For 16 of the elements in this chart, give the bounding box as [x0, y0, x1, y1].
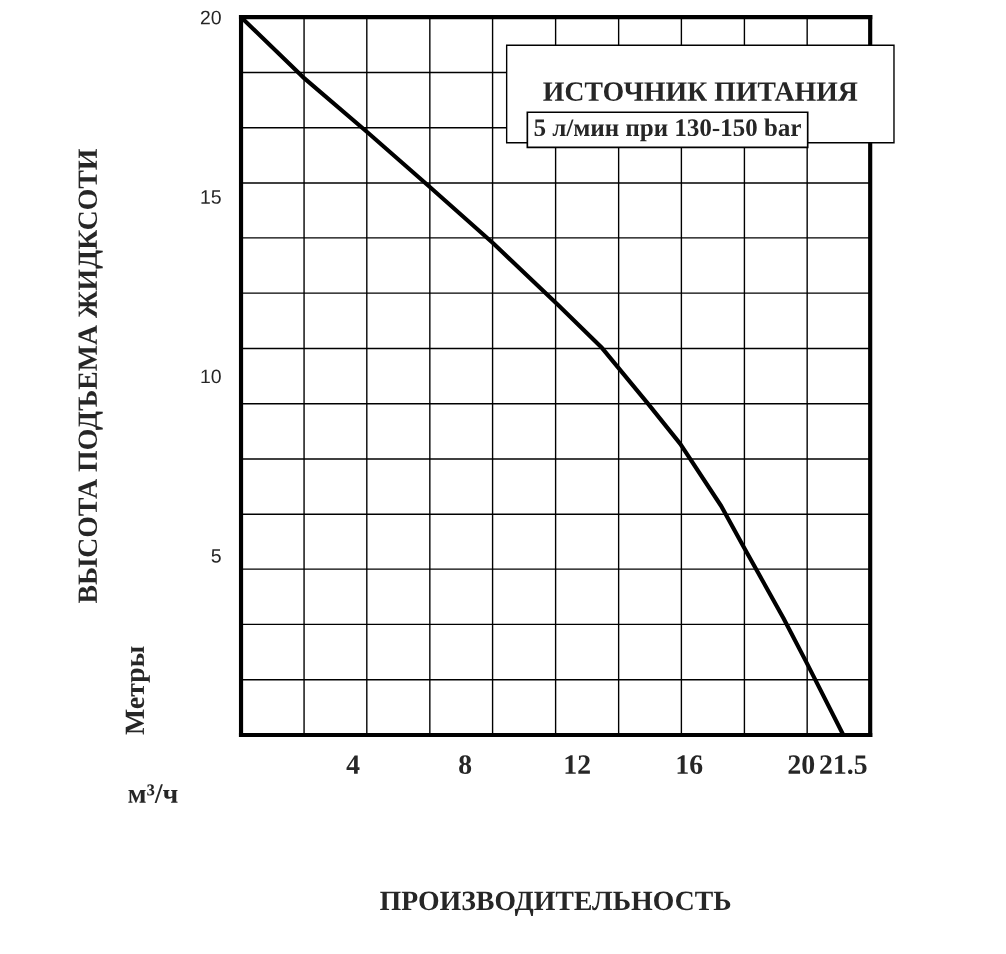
- x-axis-title: ПРОИЗВОДИТЕЛЬНОСТЬ: [380, 891, 731, 916]
- x-tick-label: 21.5: [820, 755, 867, 775]
- x-tick-label: 12: [565, 755, 590, 774]
- y-tick-label: 20: [200, 10, 221, 25]
- y-axis-title: ВЫСОТА ПОДЪЕМА ЖИДКСОТИ: [78, 149, 103, 604]
- y-tick-label: 10: [201, 369, 221, 384]
- x-tick-label: 20: [788, 755, 815, 774]
- y-tick-label: 15: [201, 190, 221, 204]
- text: Метры: [125, 646, 150, 735]
- x-tick-label: 16: [677, 755, 703, 774]
- text: м³/ч: [128, 784, 178, 803]
- x-tick-label: 8: [459, 755, 472, 774]
- annotation: 5 л/мин при 130-150 bar: [534, 118, 801, 142]
- y-tick-label: 5: [211, 549, 221, 563]
- annotation: ИСТОЧНИК ПИТАНИЯ: [543, 82, 858, 101]
- x-tick-label: 4: [346, 755, 360, 774]
